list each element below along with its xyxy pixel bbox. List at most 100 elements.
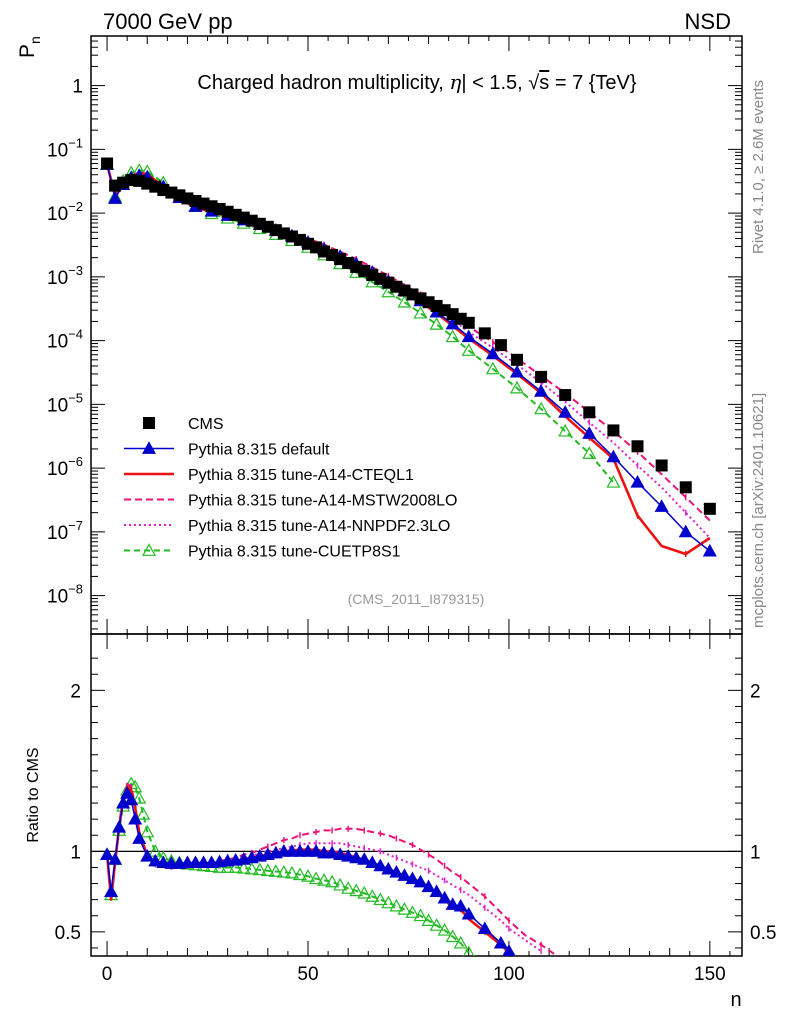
ratio-marker-cuetp8s1 bbox=[309, 871, 324, 885]
main-y-label-text: P bbox=[16, 44, 39, 58]
tick-base: 10 bbox=[47, 587, 68, 608]
main-y-tick-label: 10−3 bbox=[47, 263, 83, 289]
ratio-marker-default bbox=[132, 831, 147, 844]
main-series-line-cuetp8s1 bbox=[106, 164, 615, 483]
main-series-group bbox=[100, 157, 717, 557]
ratio-marker-cuetp8s1 bbox=[373, 892, 388, 906]
main-cms-point bbox=[334, 253, 347, 266]
tick-exponent: −6 bbox=[68, 454, 83, 469]
main-y-tick-label: 10−2 bbox=[47, 199, 83, 225]
tick-base: 10 bbox=[47, 459, 68, 480]
main-marker-default bbox=[582, 426, 597, 439]
ratio-marker-default bbox=[502, 943, 516, 956]
ratio-marker-default bbox=[429, 884, 444, 898]
tick-exponent: −2 bbox=[68, 199, 83, 214]
ratio-marker-cuetp8s1 bbox=[268, 864, 283, 877]
ratio-series-group bbox=[100, 776, 558, 956]
ratio-marker-cuetp8s1 bbox=[136, 807, 151, 820]
tick-base: 10 bbox=[47, 268, 68, 289]
main-marker-cuetp8s1 bbox=[397, 294, 412, 308]
main-marker-default bbox=[509, 364, 524, 378]
legend-label: Pythia 8.315 tune-A14-CTEQL1 bbox=[188, 467, 414, 484]
main-marker-default bbox=[606, 449, 621, 463]
ratio-marker-cuetp8s1 bbox=[244, 861, 259, 875]
ratio-y-tick-label: 2 bbox=[70, 681, 81, 702]
main-y-tick-label: 10−8 bbox=[47, 582, 83, 608]
ratio-marker-default bbox=[453, 898, 468, 912]
main-y-axis-label: Pn bbox=[16, 36, 43, 58]
header-left-label: 7000 GeV pp bbox=[103, 9, 233, 34]
ratio-marker-default bbox=[365, 855, 380, 869]
ratio-marker-default bbox=[397, 868, 412, 881]
legend-marker-cuetp8s1 bbox=[141, 543, 157, 556]
tick-exponent: −7 bbox=[68, 518, 83, 533]
ratio-series-line-a14cteql1 bbox=[105, 785, 513, 956]
legend-label: CMS bbox=[188, 416, 224, 433]
ratio-marker-cuetp8s1 bbox=[453, 935, 468, 949]
main-marker-cuetp8s1 bbox=[429, 317, 444, 330]
title-tail: = 7 {TeV} bbox=[549, 72, 637, 94]
ratio-marker-default bbox=[100, 847, 115, 860]
legend-entry: Pythia 8.315 tune-CUETP8S1 bbox=[124, 543, 401, 561]
tick-base: 10 bbox=[47, 140, 68, 161]
ratio-marker-cuetp8s1 bbox=[252, 862, 267, 876]
ratio-marker-cuetp8s1 bbox=[341, 881, 356, 894]
ratio-marker-cuetp8s1 bbox=[300, 869, 316, 882]
legend-label: Pythia 8.315 tune-A14-NNPDF2.3LO bbox=[188, 518, 450, 535]
main-cms-point bbox=[631, 440, 644, 453]
ratio-marker-default bbox=[108, 852, 123, 865]
ratio-marker-cuetp8s1 bbox=[276, 865, 291, 878]
main-cms-point bbox=[462, 316, 475, 329]
main-y-tick-label: 10−7 bbox=[47, 518, 83, 544]
ratio-marker-cuetp8s1 bbox=[421, 913, 436, 926]
ratio-y-tick-label: 0.5 bbox=[55, 923, 81, 944]
ratio-y-axis-label: Ratio to CMS bbox=[25, 747, 42, 842]
main-marker-default bbox=[108, 191, 123, 204]
legend-label: Pythia 8.315 tune-CUETP8S1 bbox=[188, 544, 401, 561]
title-eta: η bbox=[449, 70, 461, 94]
ratio-marker-cuetp8s1 bbox=[437, 923, 452, 936]
ratio-marker-default bbox=[389, 865, 404, 878]
ratio-marker-cuetp8s1 bbox=[228, 860, 243, 873]
ratio-marker-default bbox=[325, 845, 340, 859]
ratio-marker-default bbox=[381, 861, 396, 875]
ratio-marker-cuetp8s1 bbox=[325, 874, 340, 888]
main-y-tick-label: 1 bbox=[72, 77, 83, 98]
header-right-label: NSD bbox=[685, 9, 731, 34]
title-lead: Charged hadron multiplicity, bbox=[197, 72, 449, 94]
ratio-marker-default bbox=[156, 855, 171, 869]
main-marker-default bbox=[630, 475, 645, 488]
x-tick-label: 150 bbox=[694, 964, 726, 985]
ratio-marker-cuetp8s1 bbox=[292, 867, 307, 881]
ratio-marker-cuetp8s1 bbox=[462, 945, 475, 956]
main-marker-default bbox=[485, 346, 500, 360]
legend-marker-default bbox=[141, 441, 157, 454]
ratio-marker-default bbox=[148, 853, 163, 867]
ratio-marker-default bbox=[477, 921, 492, 935]
main-marker-cuetp8s1 bbox=[485, 361, 500, 375]
legend-entry: CMS bbox=[143, 416, 224, 433]
ratio-marker-default bbox=[333, 847, 348, 860]
ratio-marker-cuetp8s1 bbox=[284, 865, 299, 879]
main-marker-default bbox=[558, 405, 573, 418]
ratio-marker-default bbox=[112, 819, 127, 833]
ratio-marker-cuetp8s1 bbox=[381, 895, 396, 909]
title-cut: | < 1.5, bbox=[461, 72, 528, 94]
ratio-marker-cuetp8s1 bbox=[365, 889, 380, 902]
main-marker-cuetp8s1 bbox=[509, 380, 524, 394]
ratio-marker-default bbox=[341, 848, 356, 862]
main-marker-cuetp8s1 bbox=[558, 423, 573, 437]
tick-exponent: −3 bbox=[68, 263, 83, 278]
tick-exponent: −1 bbox=[68, 135, 83, 150]
ratio-series-line-cuetp8s1 bbox=[106, 782, 470, 954]
ratio-marker-default bbox=[413, 874, 428, 888]
main-cms-point bbox=[655, 459, 668, 472]
ratio-marker-cuetp8s1 bbox=[236, 861, 251, 874]
main-marker-cuetp8s1 bbox=[413, 305, 428, 319]
ratio-y-tick-label-right: 1 bbox=[750, 842, 761, 863]
ratio-marker-default bbox=[349, 850, 364, 864]
legend-label: Pythia 8.315 tune-A14-MSTW2008LO bbox=[188, 493, 457, 510]
main-y-label-subscript: n bbox=[27, 36, 43, 44]
ratio-panel-frame bbox=[90, 633, 743, 957]
tick-base: 10 bbox=[47, 523, 68, 544]
